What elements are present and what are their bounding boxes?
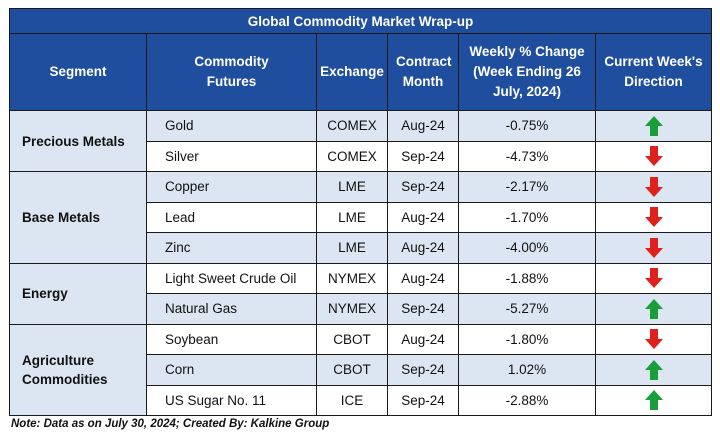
contract-month-cell: Aug-24 <box>387 201 459 233</box>
arrow-up-icon <box>644 359 664 380</box>
weekly-change-cell: -1.70% <box>458 201 596 233</box>
exchange-cell: LME <box>316 201 388 233</box>
table-row: Corn CBOT Sep-24 1.02% <box>10 354 713 386</box>
table-row: Lead LME Aug-24 -1.70% <box>10 201 713 233</box>
exchange-cell: LME <box>316 171 388 203</box>
table-row: Base Metals Copper LME Sep-24 -2.17% <box>9 171 713 264</box>
direction-cell <box>594 293 713 325</box>
commodity-cell: Soybean <box>146 323 317 355</box>
direction-cell <box>594 354 713 386</box>
header-segment: Segment <box>9 33 147 111</box>
arrow-down-icon <box>644 146 664 167</box>
commodity-cell: Zinc <box>146 232 317 264</box>
commodity-cell: US Sugar No. 11 <box>146 384 317 416</box>
commodity-table-container: Global Commodity Market Wrap-up Segment … <box>8 8 713 416</box>
weekly-change-cell: -4.73% <box>458 140 596 172</box>
commodity-cell: Copper <box>146 171 317 203</box>
contract-month-cell: Sep-24 <box>387 354 459 386</box>
weekly-change-cell: -1.88% <box>458 262 596 294</box>
table-row: Natural Gas NYMEX Sep-24 -5.27% <box>10 293 713 325</box>
header-weekly-change: Weekly % Change (Week Ending 26 July, 20… <box>458 33 596 111</box>
direction-cell <box>594 110 713 142</box>
arrow-up-icon <box>644 115 664 136</box>
arrow-up-icon <box>644 298 664 319</box>
contract-month-cell: Aug-24 <box>387 262 459 294</box>
segment-cell: Energy <box>9 262 147 325</box>
header-contract-month: Contract Month <box>387 33 459 111</box>
arrow-down-icon <box>644 268 664 289</box>
exchange-cell: CBOT <box>316 323 388 355</box>
arrow-down-icon <box>644 176 664 197</box>
contract-month-cell: Aug-24 <box>387 323 459 355</box>
direction-cell <box>594 384 713 416</box>
footnote: Note: Data as on July 30, 2024; Created … <box>11 418 330 430</box>
direction-cell <box>594 262 713 294</box>
exchange-cell: NYMEX <box>316 293 388 325</box>
exchange-cell: CBOT <box>316 354 388 386</box>
weekly-change-cell: -5.27% <box>458 293 596 325</box>
commodity-cell: Corn <box>146 354 317 386</box>
contract-month-cell: Sep-24 <box>387 384 459 416</box>
table-row: Energy Light Sweet Crude Oil NYMEX Aug-24 -1… <box>9 262 713 325</box>
segment-cell: Agriculture Commodities <box>9 323 147 416</box>
arrow-up-icon <box>644 390 664 411</box>
exchange-cell: ICE <box>316 384 388 416</box>
table-title: Global Commodity Market Wrap-up <box>8 8 713 34</box>
arrow-down-icon <box>644 237 664 258</box>
exchange-cell: NYMEX <box>316 262 388 294</box>
header-commodity: Commodity Futures <box>146 33 317 111</box>
contract-month-cell: Aug-24 <box>387 110 459 142</box>
exchange-cell: LME <box>316 232 388 264</box>
contract-month-cell: Sep-24 <box>387 140 459 172</box>
commodity-cell: Light Sweet Crude Oil <box>146 262 317 294</box>
weekly-change-cell: -1.80% <box>458 323 596 355</box>
arrow-down-icon <box>644 207 664 228</box>
table-row: Agriculture Commodities Soybean CBOT Aug-24… <box>9 323 713 416</box>
direction-cell <box>594 201 713 233</box>
table-row: Silver COMEX Sep-24 -4.73% <box>10 140 713 172</box>
segment-cell: Precious Metals <box>9 110 147 172</box>
arrow-down-icon <box>644 329 664 350</box>
commodity-cell: Lead <box>146 201 317 233</box>
weekly-change-cell: 1.02% <box>458 354 596 386</box>
contract-month-cell: Sep-24 <box>387 293 459 325</box>
commodity-cell: Silver <box>146 140 317 172</box>
direction-cell <box>594 323 713 355</box>
contract-month-cell: Sep-24 <box>387 171 459 203</box>
exchange-cell: COMEX <box>316 140 388 172</box>
segment-cell: Base Metals <box>9 171 147 264</box>
exchange-cell: COMEX <box>316 110 388 142</box>
weekly-change-cell: -4.00% <box>458 232 596 264</box>
weekly-change-cell: -2.88% <box>458 384 596 416</box>
direction-cell <box>594 140 713 172</box>
header-direction: Current Week's Direction <box>594 33 713 111</box>
table-row: US Sugar No. 11 ICE Sep-24 -2.88% <box>10 384 713 416</box>
contract-month-cell: Aug-24 <box>387 232 459 264</box>
direction-cell <box>594 232 713 264</box>
header-exchange: Exchange <box>316 33 388 111</box>
weekly-change-cell: -0.75% <box>458 110 596 142</box>
weekly-change-cell: -2.17% <box>458 171 596 203</box>
table-row: Precious Metals Gold COMEX Aug-24 -0.75% <box>9 110 713 172</box>
direction-cell <box>594 171 713 203</box>
commodity-cell: Gold <box>146 110 317 142</box>
commodity-cell: Natural Gas <box>146 293 317 325</box>
table-body: Precious Metals Gold COMEX Aug-24 -0.75% Silv… <box>9 110 713 416</box>
commodity-table: Global Commodity Market Wrap-up Segment … <box>8 8 713 416</box>
